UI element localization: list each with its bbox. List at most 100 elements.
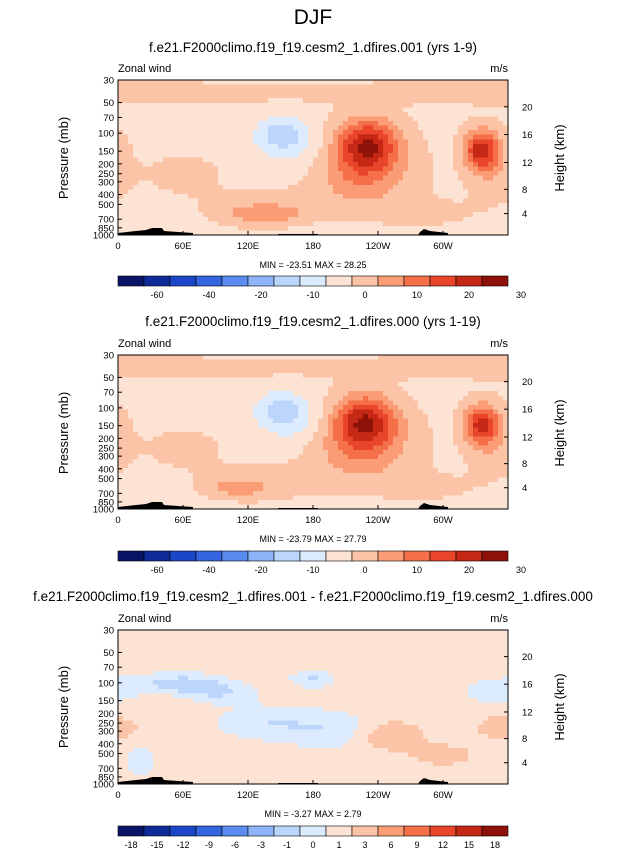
heatmap-cell — [228, 468, 234, 474]
heatmap-cell — [198, 454, 204, 460]
heatmap-cell — [238, 472, 244, 478]
heatmap-cell — [438, 409, 444, 415]
heatmap-cell — [213, 184, 219, 190]
heatmap-cell — [133, 225, 139, 231]
heatmap-cell — [363, 184, 369, 190]
heatmap-cell — [213, 121, 219, 126]
heatmap-cell — [283, 221, 289, 227]
heatmap-cell — [383, 139, 389, 145]
heatmap-cell — [353, 477, 359, 483]
heatmap-cell — [123, 395, 129, 401]
heatmap-cell — [423, 481, 429, 487]
heatmap-cell — [348, 189, 354, 195]
heatmap-cell — [183, 364, 189, 369]
heatmap-cell — [273, 386, 279, 392]
heatmap-cell — [183, 143, 189, 149]
heatmap-cell — [213, 89, 219, 95]
heatmap-cell — [173, 98, 179, 104]
heatmap-cell — [363, 157, 369, 163]
heatmap-cell — [248, 152, 254, 158]
heatmap-cell — [423, 386, 429, 392]
heatmap-cell — [383, 84, 389, 90]
heatmap-cell — [433, 162, 439, 168]
heatmap-cell — [423, 98, 429, 104]
heatmap-cell — [348, 157, 354, 163]
heatmap-cell — [463, 368, 469, 374]
heatmap-cell — [313, 422, 319, 428]
heatmap-cell — [233, 116, 239, 122]
heatmap-cell — [358, 143, 364, 149]
heatmap-cell — [373, 189, 379, 195]
heatmap-cell — [308, 436, 314, 442]
heatmap-cell — [288, 152, 294, 158]
heatmap-cell — [388, 111, 394, 117]
heatmap-cell — [228, 382, 234, 388]
heatmap-cell — [278, 134, 284, 140]
heatmap-cell — [123, 107, 129, 113]
heatmap-cell — [323, 454, 329, 460]
heatmap-cell — [443, 189, 449, 195]
heatmap-cell — [318, 391, 324, 397]
heatmap-cell — [463, 441, 469, 446]
heatmap-cell — [488, 391, 494, 397]
heatmap-cell — [438, 216, 444, 222]
heatmap-cell — [433, 130, 439, 136]
heatmap-cell — [118, 404, 124, 410]
heatmap-cell — [338, 359, 344, 365]
heatmap-cell — [143, 391, 149, 397]
heatmap-cell — [183, 472, 189, 478]
heatmap-cell — [183, 432, 189, 437]
heatmap-cell — [438, 386, 444, 392]
heatmap-cell — [458, 184, 464, 190]
heatmap-cell — [383, 391, 389, 397]
heatmap-cell — [333, 111, 339, 117]
heatmap-cell — [268, 184, 274, 190]
heatmap-cell — [503, 386, 509, 392]
heatmap-cell — [423, 180, 429, 186]
heatmap-cell — [398, 130, 404, 136]
heatmap-cell — [323, 459, 329, 465]
heatmap-cell — [348, 84, 354, 90]
heatmap-cell — [333, 459, 339, 465]
heatmap-cell — [163, 143, 169, 149]
heatmap-cell — [233, 198, 239, 204]
heatmap-cell — [258, 382, 264, 388]
heatmap-cell — [413, 193, 419, 199]
heatmap-cell — [443, 404, 449, 410]
heatmap-cell — [468, 207, 474, 213]
heatmap-cell — [173, 180, 179, 186]
heatmap-cell — [438, 152, 444, 158]
heatmap-cell — [458, 134, 464, 140]
heatmap-cell — [273, 463, 279, 469]
heatmap-cell — [303, 102, 309, 108]
heatmap-cell — [338, 382, 344, 388]
y-tick-label: 30 — [103, 76, 114, 87]
heatmap-cell — [403, 221, 409, 227]
heatmap-cell — [373, 432, 379, 437]
heatmap-cell — [458, 225, 464, 231]
heatmap-cell — [128, 162, 134, 168]
heatmap-cell — [238, 230, 244, 236]
heatmap-cell — [338, 175, 344, 181]
heatmap-cell — [148, 391, 154, 397]
heatmap-cell — [393, 207, 399, 213]
heatmap-cell — [268, 418, 274, 424]
heatmap-cell — [138, 225, 144, 231]
heatmap-cell — [228, 180, 234, 186]
heatmap-cell — [428, 221, 434, 227]
heatmap-cell — [298, 130, 304, 136]
heatmap-cell — [323, 193, 329, 199]
heatmap-cell — [218, 111, 224, 117]
heatmap-cell — [483, 184, 489, 190]
heatmap-cell — [263, 130, 269, 136]
heatmap-cell — [473, 386, 479, 392]
heatmap-cell — [393, 364, 399, 369]
heatmap-cell — [373, 107, 379, 113]
heatmap-cell — [343, 445, 349, 451]
heatmap-cell — [438, 468, 444, 474]
heatmap-cell — [293, 359, 299, 365]
colorbar-label: 20 — [464, 290, 474, 300]
heatmap-cell — [298, 472, 304, 478]
heatmap-cell — [403, 472, 409, 478]
heatmap-cell — [388, 84, 394, 90]
